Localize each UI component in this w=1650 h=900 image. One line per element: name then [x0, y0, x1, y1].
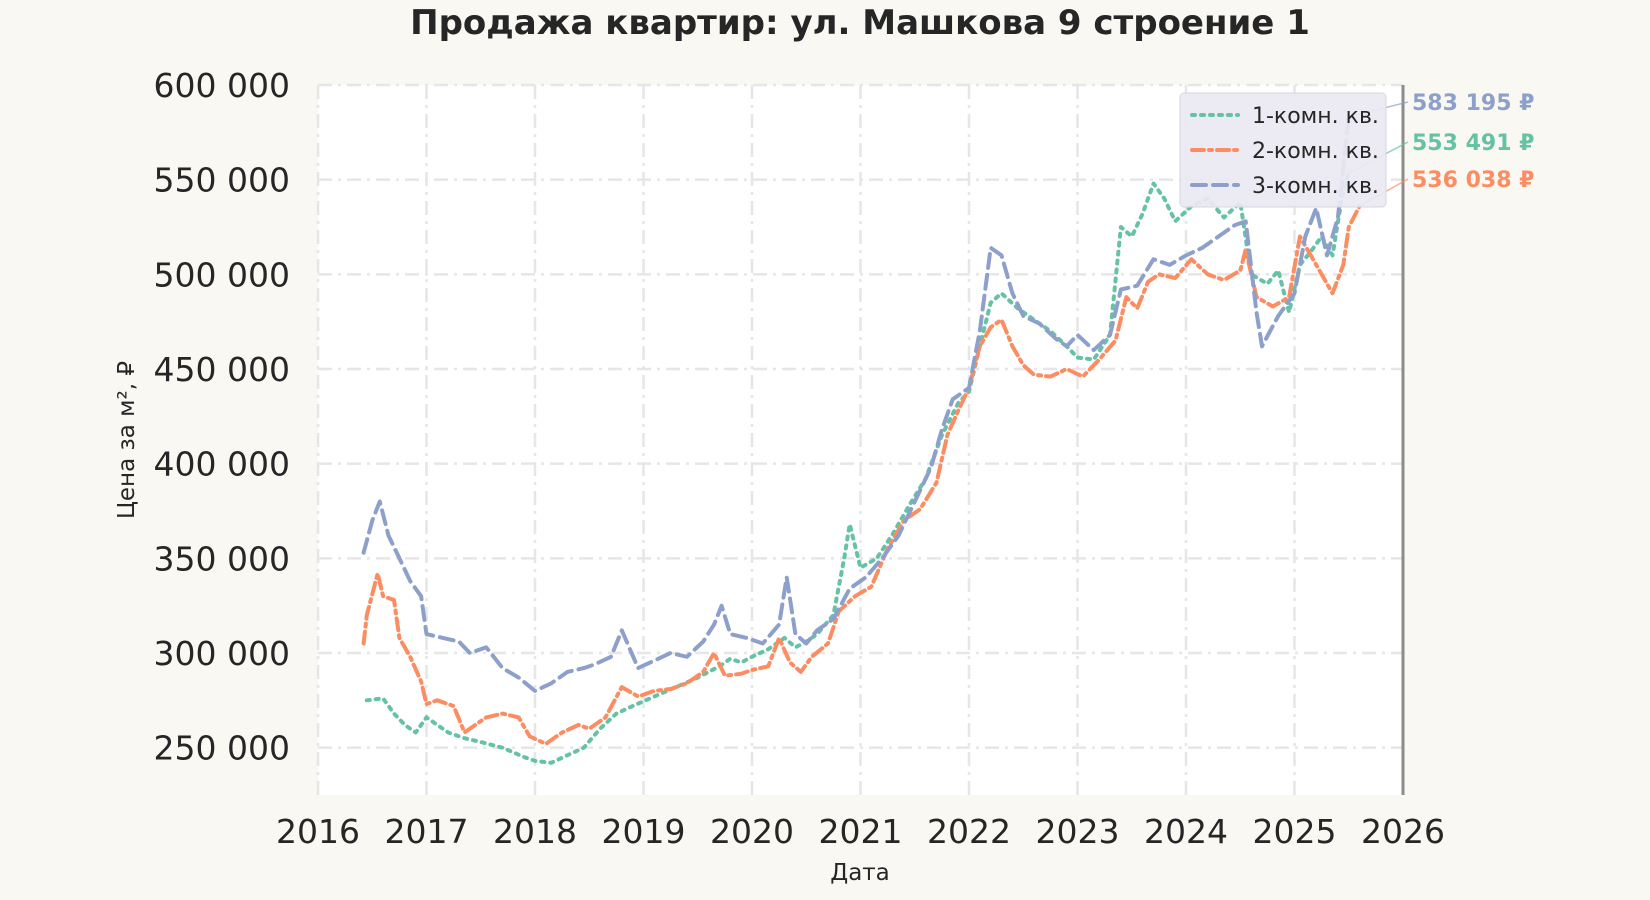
y-tick-label: 300 000: [154, 634, 290, 673]
legend-entry: 1-комн. кв.: [1252, 104, 1379, 129]
end-label-series-2: 536 038 ₽: [1412, 168, 1534, 193]
x-tick-label: 2021: [819, 812, 903, 851]
y-tick-label: 500 000: [154, 255, 290, 294]
y-tick-label: 350 000: [154, 539, 290, 578]
end-label-series-1: 553 491 ₽: [1412, 131, 1534, 156]
legend-box: [1179, 92, 1387, 208]
x-tick-label: 2026: [1361, 812, 1445, 851]
y-tick-label: 250 000: [154, 729, 290, 768]
x-tick-label: 2018: [493, 812, 577, 851]
x-axis-label: Дата: [830, 860, 890, 886]
end-labels: 553 491 ₽ 536 038 ₽ 583 195 ₽: [1348, 91, 1534, 207]
x-tick-label: 2016: [276, 812, 360, 851]
series-line-2: [361, 204, 1362, 746]
x-tick-label: 2022: [927, 812, 1011, 851]
y-tick-label: 400 000: [154, 445, 290, 484]
end-label-series-3: 583 195 ₽: [1412, 91, 1534, 116]
series-line-3: [361, 114, 1351, 693]
y-tick-label: 600 000: [154, 66, 290, 105]
x-tick-label: 2025: [1253, 812, 1337, 851]
x-tick-label: 2019: [602, 812, 686, 851]
y-tick-label: 550 000: [154, 161, 290, 200]
y-axis-ticks: 250 000 300 000 350 000 400 000 450 000 500 0…: [154, 66, 290, 768]
x-tick-label: 2023: [1036, 812, 1120, 851]
legend-entry: 3-комн. кв.: [1252, 174, 1379, 199]
y-tick-label: 450 000: [154, 350, 290, 389]
chart-title: Продажа квартир: ул. Машкова 9 строение …: [410, 3, 1310, 43]
x-tick-label: 2020: [710, 812, 794, 851]
x-axis-ticks: 2016 2017 2018 2019 2020 2021 2022 2023 2024 2025…: [276, 812, 1445, 851]
legend-entry: 2-комн. кв.: [1252, 139, 1379, 164]
x-tick-label: 2017: [385, 812, 469, 851]
legend: 1-комн. кв. 2-комн. кв. 3-комн. кв.: [1179, 92, 1387, 208]
x-tick-label: 2024: [1144, 812, 1228, 851]
y-axis-label: Цена за м², ₽: [114, 361, 140, 519]
